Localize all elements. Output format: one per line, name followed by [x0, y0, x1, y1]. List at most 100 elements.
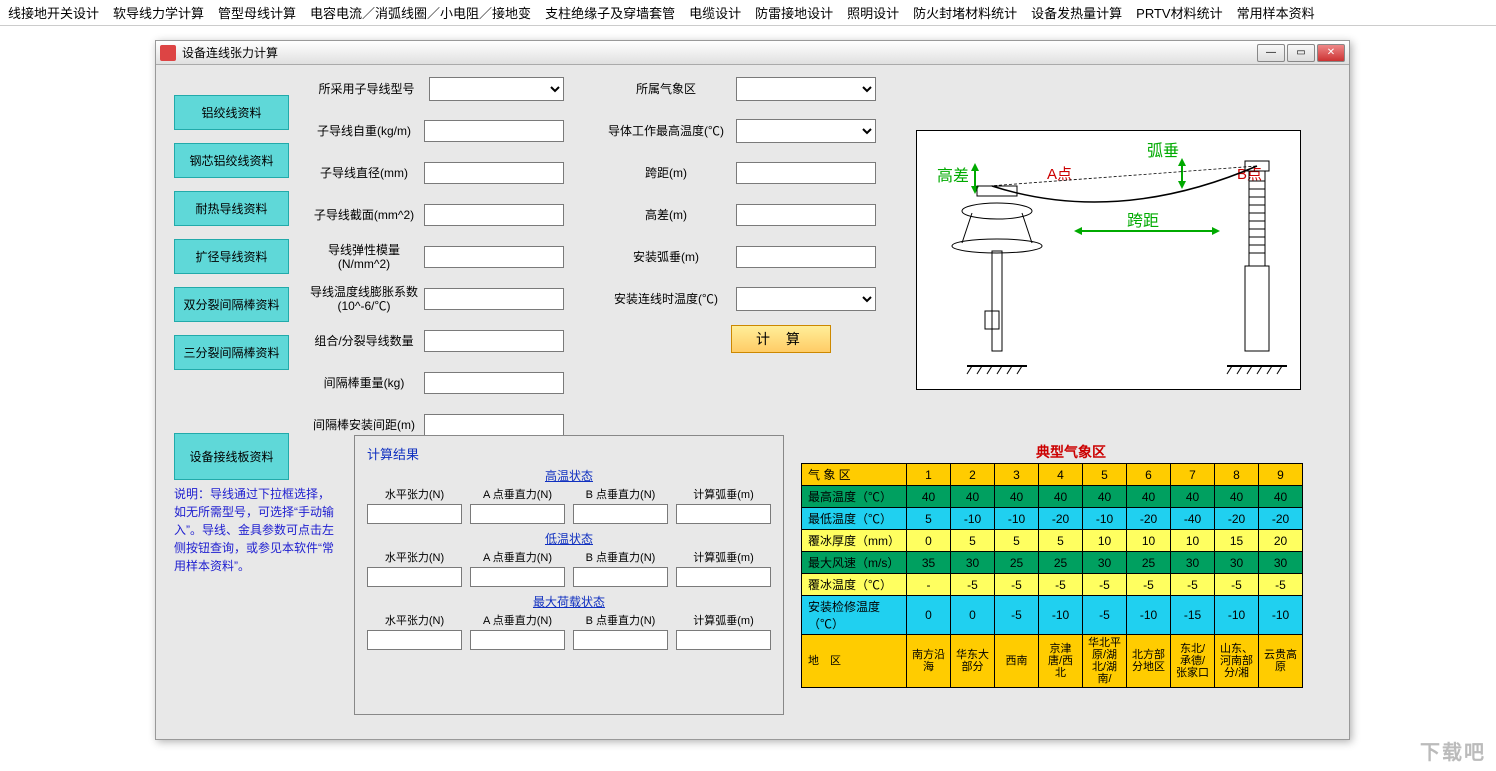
diagram: 高差 弧垂 A点 B点 跨距	[916, 130, 1301, 390]
menu-item[interactable]: 管型母线计算	[218, 3, 296, 22]
input-field[interactable]	[736, 246, 876, 268]
menu-item[interactable]: 设备发热量计算	[1031, 3, 1122, 22]
conductor-type-select[interactable]	[429, 77, 564, 101]
menu-item[interactable]: 电容电流／消弧线圈／小电阻／接地变	[310, 3, 531, 22]
table-cell: 40	[951, 486, 995, 508]
table-header: 气 象 区	[802, 464, 907, 486]
result-label: B 点垂直力(N)	[573, 612, 668, 628]
watermark: 下载吧	[1420, 736, 1486, 765]
result-label: 计算弧垂(m)	[676, 612, 771, 628]
table-row-label: 安装检修温度（℃）	[802, 596, 907, 635]
input-field[interactable]	[424, 372, 564, 394]
menu-item[interactable]: 防火封堵材料统计	[913, 3, 1017, 22]
select-field[interactable]	[736, 119, 876, 143]
table-header: 3	[995, 464, 1039, 486]
input-field[interactable]	[736, 162, 876, 184]
menu-item[interactable]: 线接地开关设计	[8, 3, 99, 22]
input-field[interactable]	[736, 204, 876, 226]
table-header: 2	[951, 464, 995, 486]
side-button[interactable]: 双分裂间隔棒资料	[174, 287, 289, 322]
table-cell: -10	[1039, 596, 1083, 635]
table-cell: 南方沿海	[907, 635, 951, 688]
input-field[interactable]	[424, 330, 564, 352]
table-row-label: 最高温度（℃）	[802, 486, 907, 508]
table-cell: -10	[951, 508, 995, 530]
result-label: 计算弧垂(m)	[676, 549, 771, 565]
input-field[interactable]	[424, 162, 564, 184]
result-label: 计算弧垂(m)	[676, 486, 771, 502]
table-cell: -10	[1259, 596, 1303, 635]
field-label: 子导线直径(mm)	[304, 166, 424, 180]
table-cell: 40	[907, 486, 951, 508]
table-row-label: 地 区	[802, 635, 907, 688]
table-cell: 华东大部分	[951, 635, 995, 688]
app-icon	[160, 45, 176, 61]
table-cell: 30	[951, 552, 995, 574]
table-cell: 5	[907, 508, 951, 530]
field-label: 间隔棒安装间距(m)	[304, 418, 424, 432]
result-label: 水平张力(N)	[367, 612, 462, 628]
results-title: 计算结果	[367, 444, 771, 463]
table-cell: 25	[1039, 552, 1083, 574]
table-cell: -	[907, 574, 951, 596]
table-cell: -5	[1039, 574, 1083, 596]
table-cell: 10	[1171, 530, 1215, 552]
menu-item[interactable]: PRTV材料统计	[1136, 3, 1222, 22]
state-title: 低温状态	[367, 530, 771, 547]
close-button[interactable]: ✕	[1317, 44, 1345, 62]
table-cell: -5	[995, 574, 1039, 596]
table-cell: 北方部分地区	[1127, 635, 1171, 688]
table-cell: -40	[1171, 508, 1215, 530]
select-field[interactable]	[736, 77, 876, 101]
field-label: 安装连线时温度(℃)	[596, 292, 736, 306]
table-header: 5	[1083, 464, 1127, 486]
table-cell: -20	[1259, 508, 1303, 530]
table-cell: 云贵高原	[1259, 635, 1303, 688]
side-button[interactable]: 铝绞线资料	[174, 95, 289, 130]
table-cell: -5	[1083, 596, 1127, 635]
input-field[interactable]	[424, 288, 564, 310]
titlebar: 设备连线张力计算 — ▭ ✕	[156, 41, 1349, 65]
input-field[interactable]	[424, 246, 564, 268]
side-button[interactable]: 扩径导线资料	[174, 239, 289, 274]
menu-item[interactable]: 防雷接地设计	[755, 3, 833, 22]
select-field[interactable]	[736, 287, 876, 311]
menu-item[interactable]: 照明设计	[847, 3, 899, 22]
menu-item[interactable]: 电缆设计	[689, 3, 741, 22]
table-cell: 40	[1215, 486, 1259, 508]
minimize-button[interactable]: —	[1257, 44, 1285, 62]
result-output	[676, 567, 771, 587]
table-row-label: 覆冰温度（℃）	[802, 574, 907, 596]
table-cell: 40	[1083, 486, 1127, 508]
state-title: 高温状态	[367, 467, 771, 484]
field-label: 子导线截面(mm^2)	[304, 208, 424, 222]
maximize-button[interactable]: ▭	[1287, 44, 1315, 62]
calculate-button[interactable]: 计 算	[731, 325, 831, 353]
state-title: 最大荷载状态	[367, 593, 771, 610]
table-cell: 东北/承德/张家口	[1171, 635, 1215, 688]
table-cell: 35	[907, 552, 951, 574]
menu-item[interactable]: 常用样本资料	[1237, 3, 1315, 22]
weather-title: 典型气象区	[1036, 442, 1106, 462]
side-button[interactable]: 耐热导线资料	[174, 191, 289, 226]
side-button[interactable]: 设备接线板资料	[174, 433, 289, 480]
table-cell: -10	[995, 508, 1039, 530]
input-field[interactable]	[424, 414, 564, 436]
table-header: 1	[907, 464, 951, 486]
input-field[interactable]	[424, 120, 564, 142]
app-window: 设备连线张力计算 — ▭ ✕ 铝绞线资料钢芯铝绞线资料耐热导线资料扩径导线资料双…	[155, 40, 1350, 740]
menu-item[interactable]: 支柱绝缘子及穿墙套管	[545, 3, 675, 22]
table-cell: 山东、河南部分/湘	[1215, 635, 1259, 688]
input-field[interactable]	[424, 204, 564, 226]
side-button[interactable]: 三分裂间隔棒资料	[174, 335, 289, 370]
menu-item[interactable]: 软导线力学计算	[113, 3, 204, 22]
table-cell: 5	[1039, 530, 1083, 552]
field-label: 跨距(m)	[596, 166, 736, 180]
table-cell: -5	[1083, 574, 1127, 596]
table-cell: 40	[1171, 486, 1215, 508]
side-button[interactable]: 钢芯铝绞线资料	[174, 143, 289, 178]
result-label: A 点垂直力(N)	[470, 486, 565, 502]
table-cell: -15	[1171, 596, 1215, 635]
table-cell: -10	[1083, 508, 1127, 530]
table-row-label: 覆冰厚度（mm）	[802, 530, 907, 552]
